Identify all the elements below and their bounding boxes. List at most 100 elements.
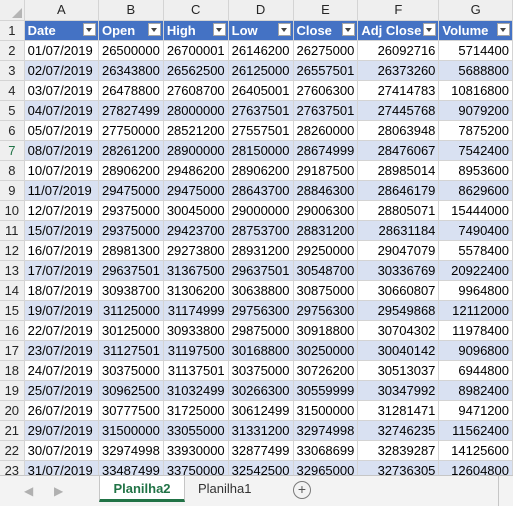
- add-sheet-icon[interactable]: +: [293, 481, 311, 499]
- table-cell[interactable]: 28985014: [357, 160, 440, 181]
- table-cell[interactable]: 28476067: [357, 140, 440, 161]
- header-cell[interactable]: Date: [24, 20, 99, 41]
- column-header-f[interactable]: F: [357, 0, 440, 21]
- row-header[interactable]: 4: [0, 80, 25, 101]
- row-header[interactable]: 20: [0, 400, 25, 421]
- table-cell[interactable]: 27750000: [98, 120, 164, 141]
- table-cell[interactable]: 26/07/2019: [24, 400, 99, 421]
- table-cell[interactable]: 32542500: [228, 460, 294, 475]
- table-cell[interactable]: 30336769: [357, 260, 440, 281]
- table-cell[interactable]: 15444000: [438, 200, 513, 221]
- column-header-g[interactable]: G: [438, 0, 513, 21]
- table-cell[interactable]: 28753700: [228, 220, 294, 241]
- table-cell[interactable]: 29006300: [293, 200, 359, 221]
- table-cell[interactable]: 28521200: [163, 120, 229, 141]
- table-cell[interactable]: 28846300: [293, 180, 359, 201]
- row-header[interactable]: 7: [0, 140, 25, 161]
- row-header[interactable]: 5: [0, 100, 25, 121]
- table-cell[interactable]: 9079200: [438, 100, 513, 121]
- table-cell[interactable]: 28646179: [357, 180, 440, 201]
- table-cell[interactable]: 31281471: [357, 400, 440, 421]
- column-header-e[interactable]: E: [293, 0, 359, 21]
- table-cell[interactable]: 15/07/2019: [24, 220, 99, 241]
- table-cell[interactable]: 28805071: [357, 200, 440, 221]
- table-cell[interactable]: 05/07/2019: [24, 120, 99, 141]
- table-cell[interactable]: 28931200: [228, 240, 294, 261]
- tab-planilha2[interactable]: Planilha2: [99, 476, 185, 502]
- table-cell[interactable]: 33055000: [163, 420, 229, 441]
- table-cell[interactable]: 30638800: [228, 280, 294, 301]
- table-cell[interactable]: 30375000: [228, 360, 294, 381]
- table-cell[interactable]: 32736305: [357, 460, 440, 475]
- table-cell[interactable]: 11/07/2019: [24, 180, 99, 201]
- table-cell[interactable]: 01/07/2019: [24, 40, 99, 61]
- table-cell[interactable]: 29486200: [163, 160, 229, 181]
- table-cell[interactable]: 25/07/2019: [24, 380, 99, 401]
- table-cell[interactable]: 33930000: [163, 440, 229, 461]
- table-cell[interactable]: 12/07/2019: [24, 200, 99, 221]
- table-cell[interactable]: 31725000: [163, 400, 229, 421]
- table-cell[interactable]: 33750000: [163, 460, 229, 475]
- table-cell[interactable]: 17/07/2019: [24, 260, 99, 281]
- table-cell[interactable]: 11562400: [438, 420, 513, 441]
- table-cell[interactable]: 33068699: [293, 440, 359, 461]
- table-cell[interactable]: 16/07/2019: [24, 240, 99, 261]
- table-cell[interactable]: 27445768: [357, 100, 440, 121]
- row-header[interactable]: 8: [0, 160, 25, 181]
- table-cell[interactable]: 29549868: [357, 300, 440, 321]
- table-cell[interactable]: 29637501: [98, 260, 164, 281]
- table-cell[interactable]: 32746235: [357, 420, 440, 441]
- row-header[interactable]: 9: [0, 180, 25, 201]
- table-cell[interactable]: 29475000: [98, 180, 164, 201]
- table-cell[interactable]: 30347992: [357, 380, 440, 401]
- table-cell[interactable]: 30612499: [228, 400, 294, 421]
- table-cell[interactable]: 14125600: [438, 440, 513, 461]
- table-cell[interactable]: 29250000: [293, 240, 359, 261]
- table-cell[interactable]: 28981300: [98, 240, 164, 261]
- table-cell[interactable]: 29273800: [163, 240, 229, 261]
- table-cell[interactable]: 5578400: [438, 240, 513, 261]
- table-cell[interactable]: 26500000: [98, 40, 164, 61]
- row-header[interactable]: 23: [0, 460, 25, 475]
- row-header[interactable]: 3: [0, 60, 25, 81]
- table-cell[interactable]: 28674999: [293, 140, 359, 161]
- table-cell[interactable]: 30375000: [98, 360, 164, 381]
- table-cell[interactable]: 26092716: [357, 40, 440, 61]
- table-cell[interactable]: 31137501: [163, 360, 229, 381]
- table-cell[interactable]: 8953600: [438, 160, 513, 181]
- table-cell[interactable]: 31500000: [98, 420, 164, 441]
- header-cell[interactable]: Adj Close: [357, 20, 440, 41]
- table-cell[interactable]: 5714400: [438, 40, 513, 61]
- filter-dropdown-icon[interactable]: [147, 22, 161, 36]
- row-header[interactable]: 11: [0, 220, 25, 241]
- table-cell[interactable]: 26275000: [293, 40, 359, 61]
- table-cell[interactable]: 29375000: [98, 220, 164, 241]
- select-all-button[interactable]: [0, 0, 25, 21]
- table-cell[interactable]: 28063948: [357, 120, 440, 141]
- table-cell[interactable]: 29375000: [98, 200, 164, 221]
- table-cell[interactable]: 29875000: [228, 320, 294, 341]
- row-header[interactable]: 12: [0, 240, 25, 261]
- header-cell[interactable]: Volume: [438, 20, 513, 41]
- table-cell[interactable]: 31197500: [163, 340, 229, 361]
- filter-dropdown-icon[interactable]: [82, 22, 96, 36]
- header-cell[interactable]: High: [163, 20, 229, 41]
- table-cell[interactable]: 28831200: [293, 220, 359, 241]
- table-cell[interactable]: 30040142: [357, 340, 440, 361]
- filter-dropdown-icon[interactable]: [277, 22, 291, 36]
- table-cell[interactable]: 30045000: [163, 200, 229, 221]
- table-cell[interactable]: 30/07/2019: [24, 440, 99, 461]
- table-cell[interactable]: 29423700: [163, 220, 229, 241]
- table-cell[interactable]: 7490400: [438, 220, 513, 241]
- table-cell[interactable]: 30548700: [293, 260, 359, 281]
- table-cell[interactable]: 30266300: [228, 380, 294, 401]
- table-cell[interactable]: 31032499: [163, 380, 229, 401]
- table-cell[interactable]: 10/07/2019: [24, 160, 99, 181]
- row-header[interactable]: 17: [0, 340, 25, 361]
- table-cell[interactable]: 29187500: [293, 160, 359, 181]
- table-cell[interactable]: 30559999: [293, 380, 359, 401]
- table-cell[interactable]: 29000000: [228, 200, 294, 221]
- row-header[interactable]: 18: [0, 360, 25, 381]
- table-cell[interactable]: 29637501: [228, 260, 294, 281]
- table-cell[interactable]: 29475000: [163, 180, 229, 201]
